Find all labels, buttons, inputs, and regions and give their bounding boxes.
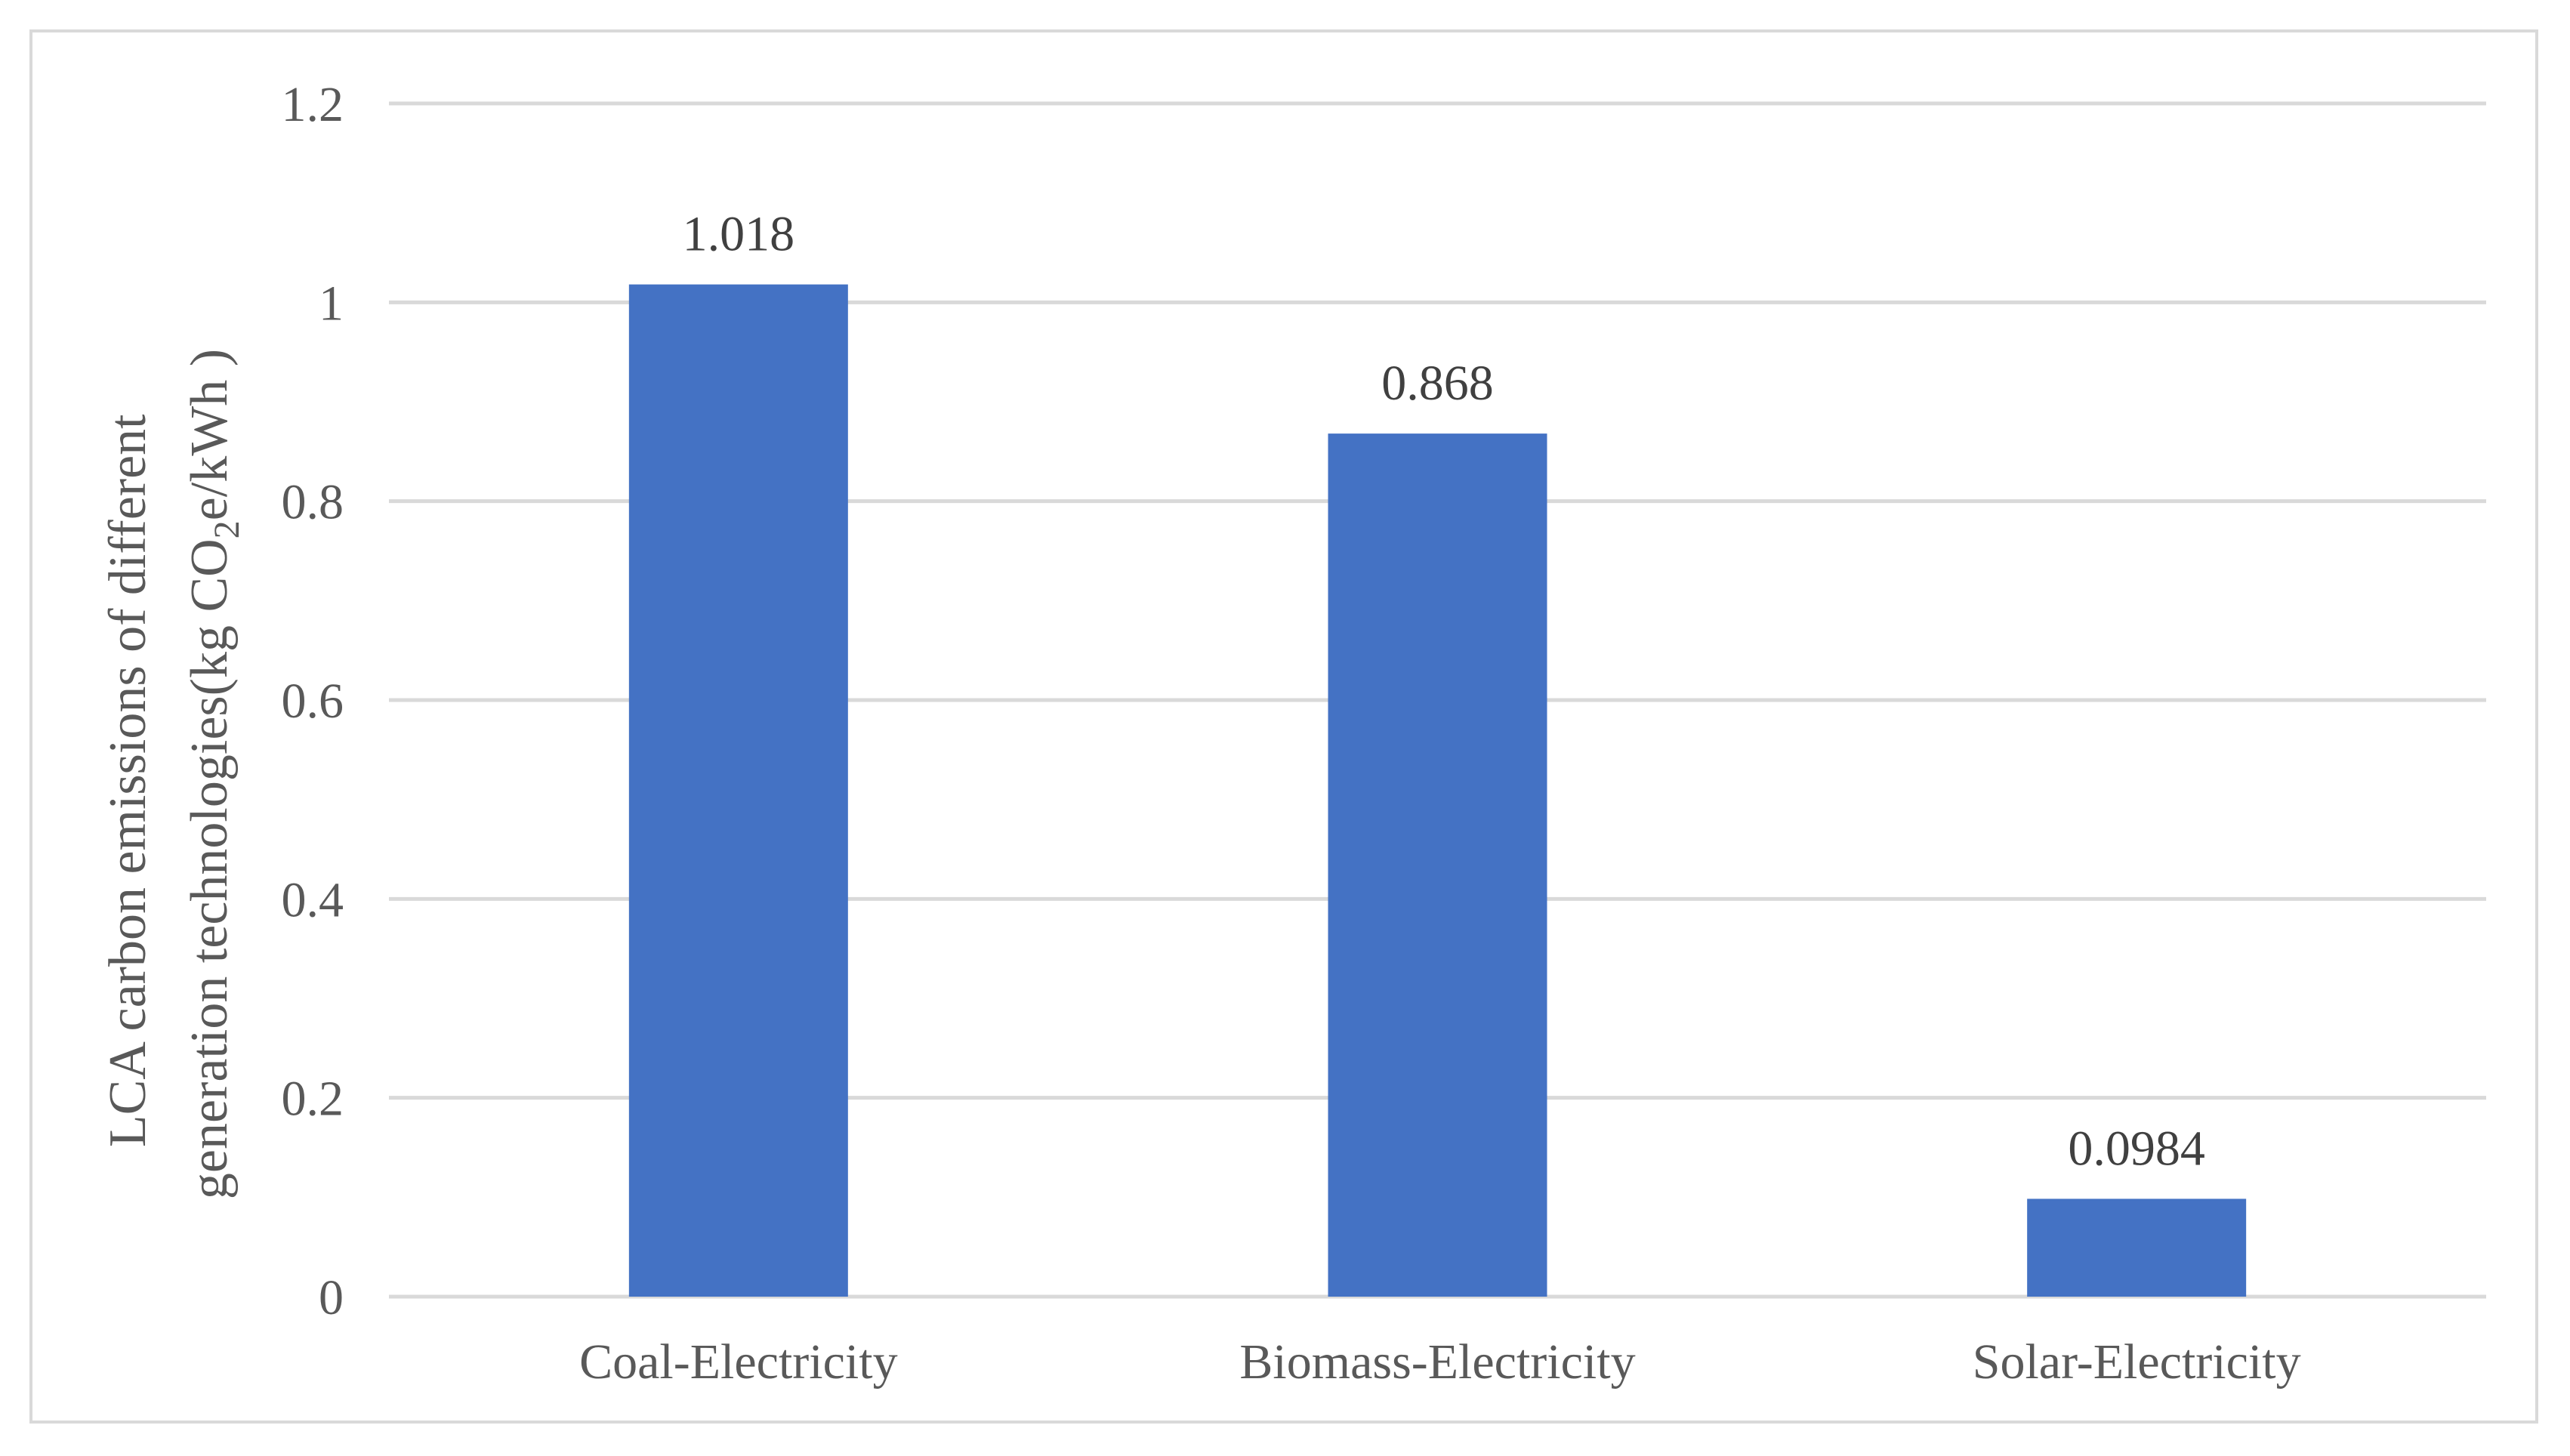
data-label-biomass-electricity: 0.868	[1381, 356, 1494, 411]
y-tick-label: 0.2	[282, 1072, 344, 1127]
data-labels: 1.018 0.868 0.0984	[683, 207, 2205, 1177]
bars	[628, 284, 2247, 1297]
y-tick-label: 1	[319, 276, 344, 331]
y-tick-label: 0.8	[282, 475, 344, 530]
data-label-coal-electricity: 1.018	[683, 207, 795, 262]
y-axis-title-line2: generation technologies(kg CO2e/kWh )	[180, 349, 247, 1199]
x-category-label: Solar-Electricity	[1973, 1334, 2301, 1390]
y-tick-label: 0.4	[282, 872, 344, 927]
y-tick-label: 1.2	[282, 77, 344, 132]
x-category-label: Coal-Electricity	[579, 1334, 898, 1390]
data-label-solar-electricity: 0.0984	[2068, 1121, 2205, 1176]
y-axis-title-subscript: 2	[207, 520, 247, 538]
bar-coal-electricity	[628, 284, 848, 1297]
x-axis-category-labels: Coal-Electricity Biomass-Electricity Solar…	[579, 1334, 2301, 1390]
chart-frame	[29, 29, 2538, 1424]
x-category-label: Biomass-Electricity	[1239, 1334, 1635, 1390]
bar-biomass-electricity	[1328, 433, 1547, 1297]
bar-solar-electricity	[2027, 1198, 2247, 1297]
y-tick-label: 0	[319, 1270, 344, 1325]
y-tick-label: 0.6	[282, 674, 344, 729]
y-axis-title-line2-prefix: generation technologies(kg CO	[180, 538, 239, 1199]
y-axis-title: LCA carbon emissions of different genera…	[99, 349, 247, 1199]
y-axis-title-line2-suffix: e/kWh )	[180, 349, 239, 520]
y-axis-tick-labels: 0 0.2 0.4 0.6 0.8 1 1.2	[282, 77, 344, 1325]
y-axis-title-line1: LCA carbon emissions of different	[99, 414, 157, 1147]
